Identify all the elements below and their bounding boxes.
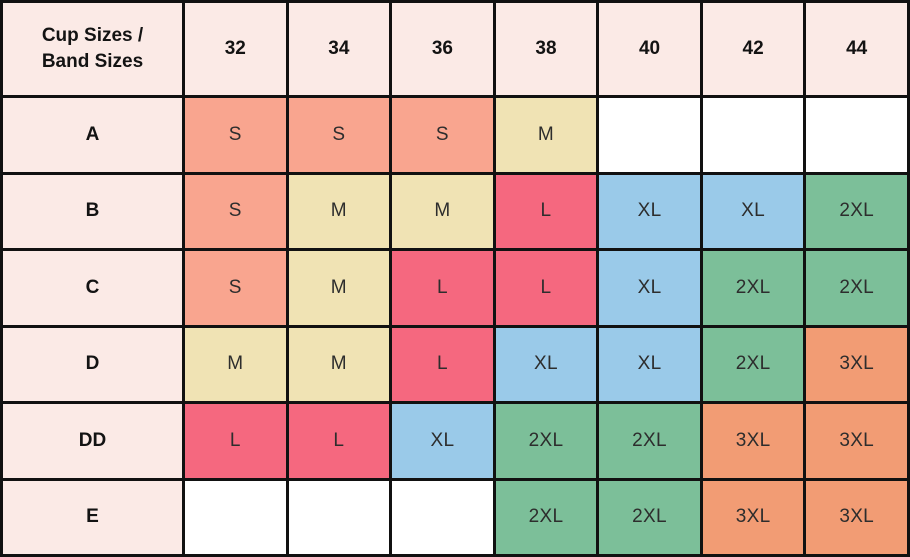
band-size-header-38: 38 bbox=[492, 0, 600, 98]
size-cell: XL bbox=[596, 248, 703, 328]
cup-size-label-d: D bbox=[0, 324, 185, 404]
size-cell: 2XL bbox=[699, 324, 807, 404]
table-row-cup-d: D M M L XL XL 2XL 3XL bbox=[0, 324, 910, 404]
table-row-cup-dd: DD L L XL 2XL 2XL 3XL 3XL bbox=[0, 401, 910, 481]
band-size-header-44: 44 bbox=[803, 0, 910, 98]
size-cell: 2XL bbox=[492, 401, 600, 481]
cup-size-label-dd: DD bbox=[0, 401, 185, 481]
size-cell: 2XL bbox=[596, 477, 703, 557]
header-row: Cup Sizes / Band Sizes 32 34 36 38 40 42… bbox=[0, 0, 910, 98]
size-cell: XL bbox=[596, 171, 703, 251]
size-cell: 2XL bbox=[492, 477, 600, 557]
size-cell: S bbox=[182, 248, 289, 328]
size-cell: 3XL bbox=[803, 477, 910, 557]
size-cell: L bbox=[492, 171, 600, 251]
table-row-cup-c: C S M L L XL 2XL 2XL bbox=[0, 248, 910, 328]
size-cell: M bbox=[492, 95, 600, 175]
cup-size-label-b: B bbox=[0, 171, 185, 251]
size-cell: 3XL bbox=[699, 477, 807, 557]
corner-header-cell: Cup Sizes / Band Sizes bbox=[0, 0, 185, 98]
table-row-cup-a: A S S S M bbox=[0, 95, 910, 175]
size-cell: 2XL bbox=[803, 171, 910, 251]
cup-size-label-a: A bbox=[0, 95, 185, 175]
size-cell: S bbox=[182, 95, 289, 175]
band-size-header-40: 40 bbox=[596, 0, 703, 98]
size-cell: M bbox=[285, 171, 393, 251]
size-cell: L bbox=[389, 248, 496, 328]
size-cell: L bbox=[492, 248, 600, 328]
size-cell: XL bbox=[492, 324, 600, 404]
size-cell: 3XL bbox=[803, 324, 910, 404]
size-cell bbox=[389, 477, 496, 557]
size-cell: XL bbox=[389, 401, 496, 481]
table-row-cup-b: B S M M L XL XL 2XL bbox=[0, 171, 910, 251]
size-cell: XL bbox=[699, 171, 807, 251]
size-cell: L bbox=[389, 324, 496, 404]
size-cell: S bbox=[285, 95, 393, 175]
size-cell: 2XL bbox=[596, 401, 703, 481]
size-cell: 2XL bbox=[803, 248, 910, 328]
size-cell: M bbox=[389, 171, 496, 251]
size-cell: XL bbox=[596, 324, 703, 404]
size-cell bbox=[182, 477, 289, 557]
size-cell: M bbox=[285, 248, 393, 328]
size-cell: S bbox=[182, 171, 289, 251]
size-cell: L bbox=[182, 401, 289, 481]
size-cell: 2XL bbox=[699, 248, 807, 328]
table-row-cup-e: E 2XL 2XL 3XL 3XL bbox=[0, 477, 910, 557]
size-cell: S bbox=[389, 95, 496, 175]
size-cell bbox=[803, 95, 910, 175]
size-cell: M bbox=[182, 324, 289, 404]
cup-size-label-c: C bbox=[0, 248, 185, 328]
cup-size-label-e: E bbox=[0, 477, 185, 557]
band-size-header-32: 32 bbox=[182, 0, 289, 98]
size-cell: L bbox=[285, 401, 393, 481]
band-size-header-36: 36 bbox=[389, 0, 496, 98]
size-cell: M bbox=[285, 324, 393, 404]
size-cell bbox=[699, 95, 807, 175]
band-size-header-42: 42 bbox=[699, 0, 807, 98]
size-cell bbox=[596, 95, 703, 175]
band-size-header-34: 34 bbox=[285, 0, 393, 98]
size-cell: 3XL bbox=[699, 401, 807, 481]
size-cell: 3XL bbox=[803, 401, 910, 481]
size-cell bbox=[285, 477, 393, 557]
